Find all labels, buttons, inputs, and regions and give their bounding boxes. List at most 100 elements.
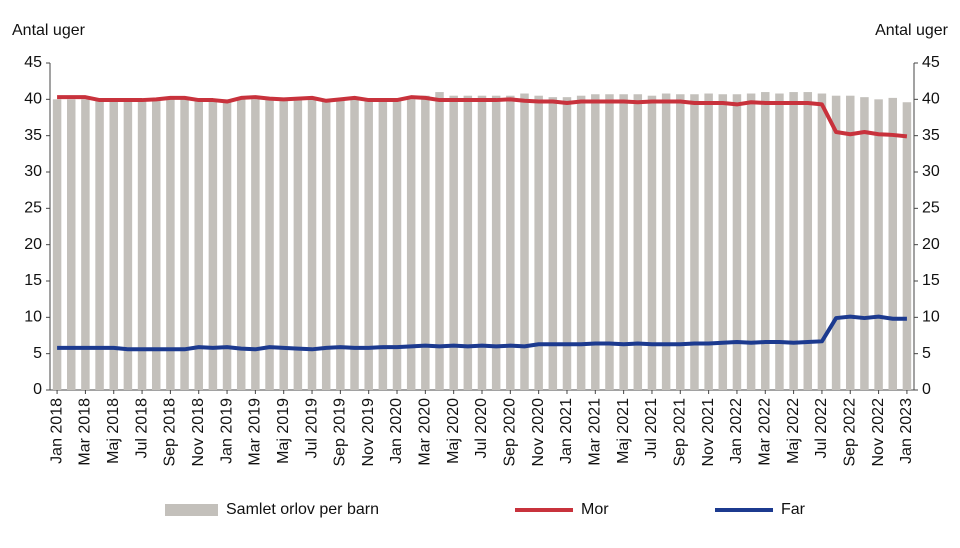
bar — [704, 93, 713, 391]
x-tick-label: Maj 2020 — [445, 398, 462, 464]
bar — [633, 94, 643, 390]
bar — [491, 95, 501, 390]
x-tick-label: Jul 2022 — [813, 398, 830, 459]
x-tick-label: Nov 2022 — [870, 398, 887, 467]
bar — [902, 102, 912, 391]
bar — [421, 95, 430, 390]
y-tick-label: 25 — [24, 200, 42, 217]
bar — [137, 99, 147, 390]
bar — [109, 99, 118, 390]
y-tick-label: 15 — [24, 272, 42, 289]
bar — [647, 95, 657, 390]
x-tick-label: Mar 2019 — [247, 398, 264, 466]
bar — [166, 99, 175, 390]
x-tick-label: Jan 2023 — [898, 398, 915, 464]
y-tick-label: 40 — [24, 91, 42, 108]
bar — [151, 99, 161, 390]
x-tick-label: Maj 2018 — [105, 398, 122, 464]
x-tick-label: Nov 2019 — [360, 398, 377, 467]
x-tick-label: Sep 2022 — [841, 398, 858, 467]
x-tick-label: Maj 2021 — [615, 398, 632, 464]
bar — [208, 99, 218, 390]
bar — [576, 95, 586, 390]
y-tick-label: 20 — [24, 236, 42, 253]
x-tick-label: Maj 2019 — [275, 398, 292, 464]
y-tick-label: 10 — [24, 309, 42, 326]
y2-tick-label: 45 — [922, 54, 940, 71]
bar — [194, 99, 203, 390]
bar — [477, 95, 487, 390]
bar — [676, 94, 685, 390]
legend-label: Mor — [581, 501, 609, 518]
bar — [321, 99, 331, 390]
bar — [506, 95, 515, 390]
y2-tick-label: 40 — [922, 91, 940, 108]
bar — [520, 93, 529, 391]
x-tick-label: Jan 2018 — [48, 398, 65, 464]
x-tick-label: Jul 2020 — [473, 398, 490, 459]
x-tick-label: Jul 2018 — [133, 398, 150, 459]
bar — [874, 99, 883, 390]
bar — [236, 99, 246, 390]
bar — [251, 99, 260, 390]
x-tick-label: Sep 2021 — [672, 398, 689, 467]
y2-tick-label: 0 — [922, 381, 931, 398]
bar — [52, 99, 62, 390]
y-tick-label: 0 — [33, 381, 42, 398]
bar — [718, 94, 728, 390]
bar — [817, 93, 827, 391]
bar — [81, 99, 90, 390]
y-tick-label: 30 — [24, 163, 42, 180]
x-tick-label: Jan 2019 — [218, 398, 235, 464]
bar — [307, 99, 317, 390]
bar — [265, 99, 274, 390]
bar — [746, 93, 756, 391]
y2-tick-label: 30 — [922, 163, 940, 180]
bar — [350, 99, 359, 390]
bar — [378, 99, 388, 390]
bar — [392, 99, 402, 390]
bar — [449, 95, 458, 390]
line — [57, 314, 907, 352]
bar — [66, 99, 76, 390]
y2-tick-label: 5 — [922, 345, 931, 362]
bar — [860, 97, 869, 391]
x-tick-label: Jul 2021 — [643, 398, 660, 459]
y2-axis-label: Antal uger — [875, 22, 949, 39]
x-tick-label: Jul 2019 — [303, 398, 320, 459]
x-tick-label: Mar 2018 — [77, 398, 94, 466]
x-tick-label: Mar 2022 — [756, 398, 773, 466]
bar — [831, 95, 841, 390]
bar — [846, 95, 855, 390]
bar — [761, 92, 770, 391]
bar — [591, 94, 600, 390]
x-tick-label: Mar 2020 — [417, 398, 434, 466]
y-axis-label: Antal uger — [12, 22, 86, 39]
x-tick-label: Jan 2021 — [558, 398, 575, 464]
bar — [562, 97, 572, 391]
legend-swatch — [165, 504, 218, 516]
y2-tick-label: 15 — [922, 272, 940, 289]
bar — [364, 99, 373, 390]
bar — [775, 93, 784, 391]
bar — [803, 92, 813, 391]
bar — [605, 94, 614, 390]
x-tick-label: Jan 2020 — [388, 398, 405, 464]
line — [57, 95, 908, 139]
bar — [180, 99, 189, 390]
y2-tick-label: 25 — [922, 200, 940, 217]
y-tick-label: 35 — [24, 127, 42, 144]
bar — [279, 99, 288, 390]
y-tick-label: 45 — [24, 54, 42, 71]
bar — [732, 94, 742, 390]
bar — [690, 94, 699, 390]
bar — [435, 92, 444, 391]
x-tick-label: Nov 2018 — [190, 398, 207, 467]
bar — [293, 99, 303, 390]
x-tick-label: Nov 2021 — [700, 398, 717, 467]
x-tick-label: Sep 2018 — [162, 398, 179, 467]
x-tick-label: Nov 2020 — [530, 398, 547, 467]
y2-tick-label: 20 — [922, 236, 940, 253]
y2-tick-label: 35 — [922, 127, 940, 144]
legend-label: Far — [781, 501, 806, 518]
